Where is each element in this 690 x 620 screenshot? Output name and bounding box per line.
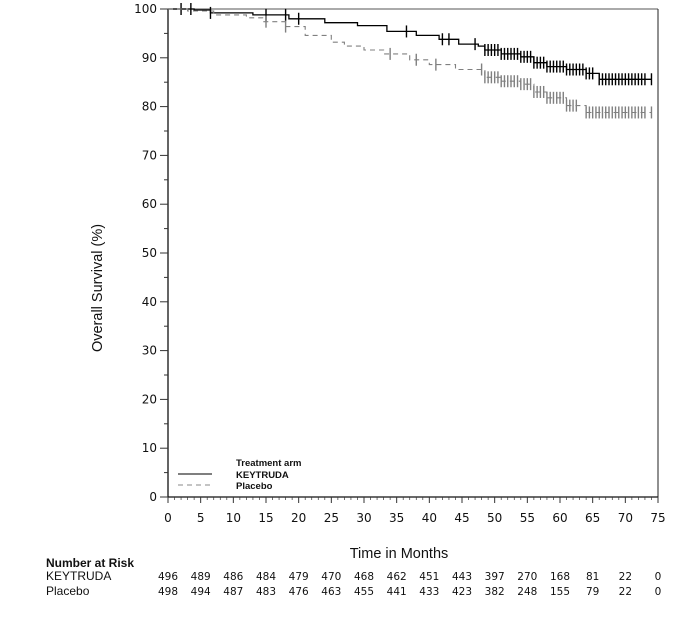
x-tick-label: 65 <box>585 511 600 525</box>
legend: Treatment arm KEYTRUDA Placebo <box>178 458 301 492</box>
x-tick-label: 55 <box>520 511 535 525</box>
risk-value: 479 <box>289 571 309 583</box>
plot-frame <box>167 8 659 498</box>
x-tick-label: 20 <box>291 511 306 525</box>
risk-value: 81 <box>586 571 599 583</box>
risk-value: 487 <box>223 586 243 598</box>
risk-value: 22 <box>619 571 632 583</box>
x-tick-label: 35 <box>389 511 404 525</box>
censor-marks-keytruda <box>180 3 653 86</box>
y-tick-label: 70 <box>142 148 157 162</box>
risk-value: 483 <box>256 586 276 598</box>
risk-value: 470 <box>321 571 341 583</box>
x-tick-label: 25 <box>324 511 339 525</box>
y-tick-label: 20 <box>142 392 157 406</box>
x-tick-label: 30 <box>356 511 371 525</box>
risk-value: 382 <box>485 586 505 598</box>
x-tick-label: 10 <box>226 511 241 525</box>
risk-value: 496 <box>158 571 178 583</box>
risk-value: 486 <box>223 571 243 583</box>
risk-value: 498 <box>158 586 178 598</box>
x-tick-label: 60 <box>552 511 567 525</box>
risk-value: 484 <box>256 571 276 583</box>
risk-row-label-keytruda: KEYTRUDA <box>46 569 111 583</box>
risk-value: 489 <box>191 571 211 583</box>
risk-value: 463 <box>321 586 341 598</box>
x-tick-label: 75 <box>650 511 665 525</box>
y-tick-label: 50 <box>142 246 157 260</box>
risk-value: 462 <box>387 571 407 583</box>
risk-value: 168 <box>550 571 570 583</box>
y-tick-label: 100 <box>134 2 157 16</box>
risk-value: 441 <box>387 586 407 598</box>
risk-row-label-placebo: Placebo <box>46 584 90 598</box>
risk-value: 443 <box>452 571 472 583</box>
risk-table: Number at Risk KEYTRUDA Placebo 496 489 48… <box>46 556 661 598</box>
y-tick-label: 0 <box>149 490 157 504</box>
y-tick-label: 90 <box>142 51 157 65</box>
y-tick-label: 10 <box>142 441 157 455</box>
risk-value: 248 <box>517 586 537 598</box>
risk-value: 494 <box>191 586 211 598</box>
risk-table-title: Number at Risk <box>46 556 134 570</box>
risk-value: 455 <box>354 586 374 598</box>
x-tick-label: 5 <box>197 511 205 525</box>
x-axis: 0 5 10 15 20 25 30 35 40 45 50 55 60 65 70 75 <box>164 497 666 525</box>
legend-label-keytruda: KEYTRUDA <box>236 470 289 481</box>
legend-label-placebo: Placebo <box>236 481 273 492</box>
risk-value: 0 <box>655 571 662 583</box>
x-tick-label: 70 <box>618 511 633 525</box>
y-axis: 0 10 20 30 40 50 60 70 80 90 100 <box>134 2 168 504</box>
risk-value: 22 <box>619 586 632 598</box>
risk-value: 155 <box>550 586 570 598</box>
risk-value: 468 <box>354 571 374 583</box>
y-axis-title: Overall Survival (%) <box>90 224 106 352</box>
y-tick-label: 60 <box>142 197 157 211</box>
x-tick-label: 15 <box>258 511 273 525</box>
risk-value: 270 <box>517 571 537 583</box>
x-tick-label: 45 <box>454 511 469 525</box>
legend-title: Treatment arm <box>236 458 301 469</box>
curve-placebo <box>168 8 652 114</box>
risk-value: 451 <box>419 571 439 583</box>
y-tick-label: 40 <box>142 295 157 309</box>
x-axis-title: Time in Months <box>350 546 449 562</box>
censor-marks-placebo <box>265 15 653 119</box>
risk-value: 433 <box>419 586 439 598</box>
x-tick-label: 0 <box>164 511 172 525</box>
risk-value: 476 <box>289 586 309 598</box>
y-tick-label: 80 <box>142 100 157 114</box>
risk-value: 397 <box>485 571 505 583</box>
x-tick-label: 50 <box>487 511 502 525</box>
risk-value: 0 <box>655 586 662 598</box>
x-tick-label: 40 <box>422 511 437 525</box>
survival-curves <box>168 3 653 119</box>
risk-value: 79 <box>586 586 599 598</box>
y-tick-label: 30 <box>142 344 157 358</box>
risk-value: 423 <box>452 586 472 598</box>
